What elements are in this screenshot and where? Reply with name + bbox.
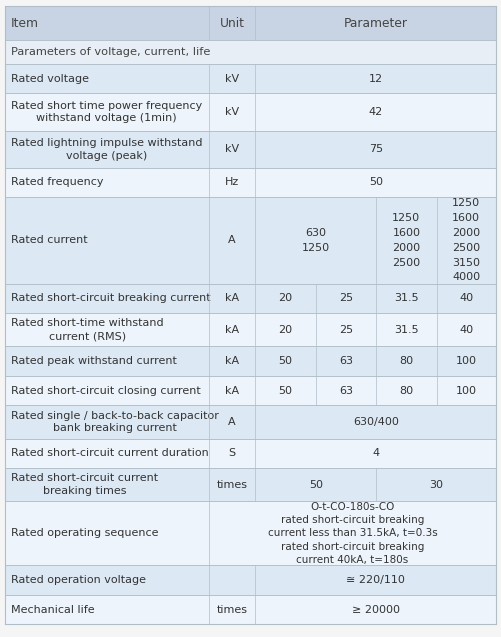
Text: kA: kA: [225, 356, 239, 366]
Text: Rated short-circuit current duration: Rated short-circuit current duration: [11, 448, 209, 458]
Text: Parameter: Parameter: [344, 17, 408, 29]
Text: 25: 25: [339, 325, 353, 334]
Text: 50: 50: [279, 385, 293, 396]
Text: Rated short-circuit closing current: Rated short-circuit closing current: [11, 385, 201, 396]
Text: Rated operating sequence: Rated operating sequence: [11, 528, 158, 538]
Text: 50: 50: [279, 356, 293, 366]
Text: 1250
1600
2000
2500
3150
4000: 1250 1600 2000 2500 3150 4000: [452, 198, 480, 282]
Text: 50: 50: [369, 178, 383, 187]
Text: S: S: [228, 448, 235, 458]
Text: 630
1250: 630 1250: [302, 228, 330, 253]
Bar: [5, 501, 496, 566]
Text: 12: 12: [369, 74, 383, 83]
Text: kV: kV: [225, 144, 239, 154]
Text: 4: 4: [372, 448, 379, 458]
Text: Rated short-circuit breaking current: Rated short-circuit breaking current: [11, 294, 210, 303]
Bar: [5, 168, 496, 197]
Bar: [5, 94, 496, 131]
Text: 75: 75: [369, 144, 383, 154]
Bar: [5, 131, 496, 168]
Text: kV: kV: [225, 74, 239, 83]
Text: Rated peak withstand current: Rated peak withstand current: [11, 356, 177, 366]
Bar: [5, 438, 496, 468]
Text: 63: 63: [339, 385, 353, 396]
Text: 1250
1600
2000
2500: 1250 1600 2000 2500: [392, 213, 420, 268]
Text: 100: 100: [456, 356, 477, 366]
Text: A: A: [228, 417, 236, 427]
Text: Rated short time power frequency
withstand voltage (1min): Rated short time power frequency withsta…: [11, 101, 202, 124]
Text: 80: 80: [399, 356, 413, 366]
Bar: [5, 283, 496, 313]
Text: Rated frequency: Rated frequency: [11, 178, 104, 187]
Text: 100: 100: [456, 385, 477, 396]
Text: Rated voltage: Rated voltage: [11, 74, 89, 83]
Bar: [5, 595, 496, 624]
Text: 30: 30: [429, 480, 443, 490]
Text: 40: 40: [459, 325, 473, 334]
Bar: [5, 468, 496, 501]
Text: 630/400: 630/400: [353, 417, 399, 427]
Text: 25: 25: [339, 294, 353, 303]
Text: 31.5: 31.5: [394, 294, 419, 303]
Text: 80: 80: [399, 385, 413, 396]
Text: Parameters of voltage, current, life: Parameters of voltage, current, life: [11, 47, 210, 57]
Text: times: times: [216, 480, 247, 490]
Bar: [5, 347, 496, 376]
Bar: [5, 405, 496, 438]
Bar: [5, 376, 496, 405]
Text: Rated single / back-to-back capacitor
bank breaking current: Rated single / back-to-back capacitor ba…: [11, 410, 219, 433]
Text: 50: 50: [309, 480, 323, 490]
Text: kA: kA: [225, 294, 239, 303]
Text: kA: kA: [225, 385, 239, 396]
Text: Rated operation voltage: Rated operation voltage: [11, 575, 146, 585]
Text: A: A: [228, 236, 236, 245]
Text: 31.5: 31.5: [394, 325, 419, 334]
Text: 20: 20: [279, 325, 293, 334]
Bar: [5, 313, 496, 347]
Text: Rated short-time withstand
current (RMS): Rated short-time withstand current (RMS): [11, 318, 164, 341]
Bar: [5, 197, 496, 283]
Text: 63: 63: [339, 356, 353, 366]
Bar: [5, 39, 496, 64]
Text: ≥ 20000: ≥ 20000: [352, 605, 400, 615]
Text: Rated current: Rated current: [11, 236, 88, 245]
Text: Hz: Hz: [225, 178, 239, 187]
Text: 20: 20: [279, 294, 293, 303]
Bar: [5, 64, 496, 94]
Text: Rated lightning impulse withstand
voltage (peak): Rated lightning impulse withstand voltag…: [11, 138, 202, 161]
Text: kA: kA: [225, 325, 239, 334]
Text: O-t-CO-180s-CO
rated short-circuit breaking
current less than 31.5kA, t=0.3s
rat: O-t-CO-180s-CO rated short-circuit break…: [268, 502, 437, 565]
Text: 40: 40: [459, 294, 473, 303]
Text: Item: Item: [11, 17, 39, 29]
Text: times: times: [216, 605, 247, 615]
Text: Rated short-circuit current
breaking times: Rated short-circuit current breaking tim…: [11, 473, 158, 496]
Text: Unit: Unit: [219, 17, 244, 29]
Text: kV: kV: [225, 107, 239, 117]
Text: 42: 42: [369, 107, 383, 117]
Bar: [5, 566, 496, 595]
Text: Mechanical life: Mechanical life: [11, 605, 95, 615]
Text: ≅ 220/110: ≅ 220/110: [346, 575, 405, 585]
Bar: [5, 6, 496, 39]
